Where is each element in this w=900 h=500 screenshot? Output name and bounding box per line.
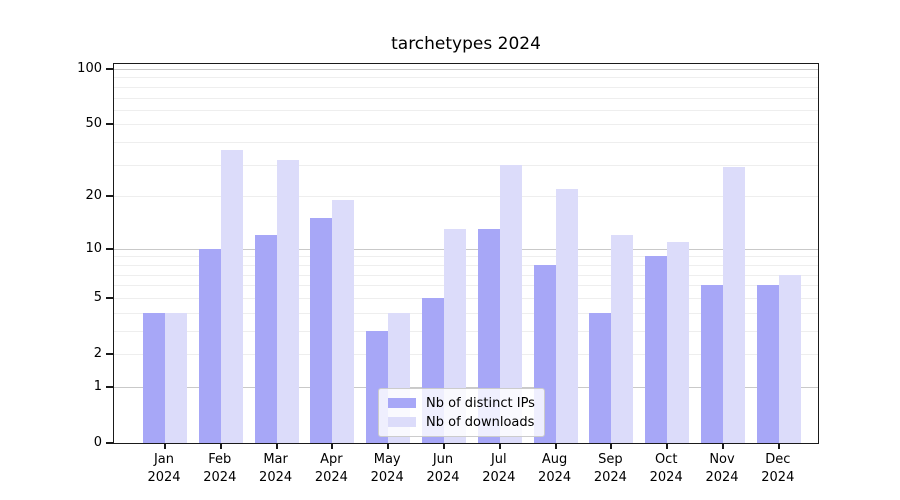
bar-feb-downloads [220,150,243,443]
minor-gridline-60 [114,109,818,111]
bar-apr-downloads [332,200,355,443]
bar-nov-downloads [723,167,745,443]
minor-gridline-40 [114,142,818,144]
minor-gridline-3 [114,330,818,332]
major-gridline-100 [114,69,818,70]
x-tick-mark-jun [443,444,445,449]
bar-dec-downloads [778,274,801,443]
minor-gridline-2 [114,354,818,355]
bar-sep-distinct-ips [589,312,612,443]
bar-feb-distinct-ips [198,248,221,443]
x-tick-mark-jan [164,444,166,449]
bar-oct-distinct-ips [645,256,668,443]
minor-gridline-6 [114,285,818,287]
bar-mar-downloads [276,159,299,443]
y-tick-mark-1 [106,385,113,388]
minor-gridline-9 [114,256,818,258]
bar-jul-downloads [499,164,522,443]
minor-gridline-30 [114,164,818,166]
legend-label-distinct-ips: Nb of distinct IPs [426,395,535,411]
bar-dec-distinct-ips [756,285,779,443]
y-tick-mark-5 [106,296,113,299]
y-tick-label-2: 2 [93,346,102,361]
legend-swatch-distinct-ips [388,398,416,408]
minor-gridline-4 [114,312,818,314]
bar-jan-distinct-ips [143,312,165,443]
x-tick-label-apr: Apr 2024 [314,452,348,485]
bar-oct-downloads [667,241,690,443]
y-tick-label-50: 50 [85,116,102,132]
legend-item-distinct-ips: Nb of distinct IPs [388,396,535,411]
bar-mar-distinct-ips [254,235,277,443]
x-tick-label-jun: Jun 2024 [426,452,460,485]
y-tick-label-20: 20 [85,188,102,204]
plot-area [113,63,819,444]
major-gridline-1 [114,386,818,388]
minor-gridline-50 [114,124,818,126]
y-tick-mark-2 [106,353,113,355]
minor-gridline-8 [114,264,818,266]
x-tick-mark-oct [666,444,669,449]
x-tick-label-oct: Oct 2024 [649,452,683,485]
legend-label-downloads: Nb of downloads [426,414,535,430]
x-tick-label-aug: Aug 2024 [538,452,572,485]
x-tick-label-sep: Sep 2024 [593,452,627,485]
x-tick-label-mar: Mar 2024 [259,452,293,485]
major-gridline-10 [114,248,818,250]
x-tick-mark-dec [777,444,780,449]
bar-apr-distinct-ips [310,218,333,443]
x-tick-mark-nov [722,444,724,449]
y-tick-label-5: 5 [93,289,102,305]
x-tick-label-jul: Jul 2024 [482,452,516,485]
x-tick-label-may: May 2024 [370,452,404,485]
y-tick-label-0: 0 [93,435,102,450]
x-tick-label-jan: Jan 2024 [147,452,181,485]
x-tick-label-feb: Feb 2024 [203,452,237,485]
minor-gridline-70 [114,97,818,99]
legend-item-downloads: Nb of downloads [388,415,535,430]
minor-gridline-80 [114,86,818,88]
bar-nov-distinct-ips [701,285,723,443]
y-tick-mark-20 [106,195,113,198]
y-tick-label-100: 100 [77,61,102,76]
bar-jan-downloads [165,312,187,443]
y-tick-label-10: 10 [85,240,102,256]
x-tick-mark-feb [219,444,222,449]
y-tick-label-1: 1 [93,378,102,394]
x-tick-mark-jul [498,444,501,449]
y-tick-mark-10 [106,247,113,250]
minor-gridline-7 [114,274,818,276]
y-tick-mark-0 [106,442,113,444]
chart-title: tarchetypes 2024 [391,34,541,54]
x-tick-mark-aug [554,444,557,449]
minor-gridline-5 [114,297,818,299]
x-tick-mark-apr [331,444,334,449]
x-tick-mark-may [387,444,390,449]
x-tick-label-dec: Dec 2024 [761,452,795,485]
y-tick-mark-50 [106,123,113,126]
minor-gridline-20 [114,196,818,198]
bar-aug-downloads [555,188,578,443]
x-tick-label-nov: Nov 2024 [705,452,739,485]
bar-sep-downloads [611,235,634,443]
x-tick-mark-sep [610,444,613,449]
minor-gridline-90 [114,77,818,79]
x-tick-mark-mar [275,444,278,449]
y-tick-mark-100 [106,68,113,70]
legend-swatch-downloads [388,417,416,427]
legend: Nb of distinct IPs Nb of downloads [378,388,545,437]
